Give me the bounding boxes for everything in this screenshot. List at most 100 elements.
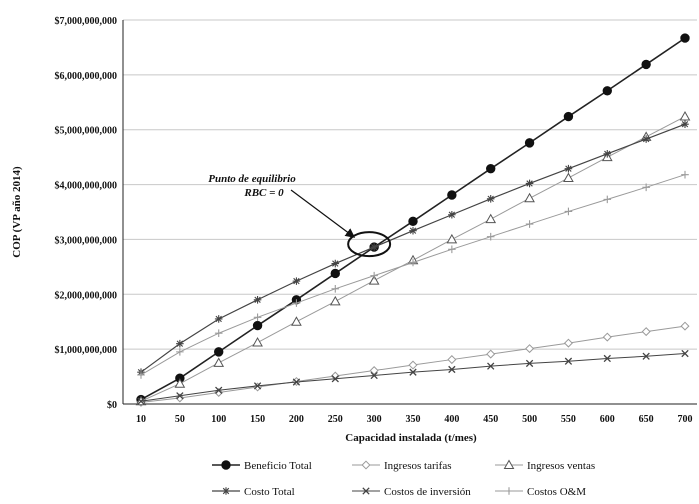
legend-item: Ingresos tarifas	[352, 460, 452, 472]
data-point	[448, 365, 456, 374]
data-point	[642, 352, 650, 360]
data-point	[602, 332, 612, 342]
x-axis-title: Capacidad instalada (t/mes)	[345, 432, 477, 444]
data-point	[448, 210, 456, 219]
data-point	[214, 315, 223, 323]
data-point	[253, 313, 262, 322]
data-point	[176, 339, 184, 348]
series-beneficio-total	[136, 33, 690, 405]
data-point	[642, 183, 650, 192]
annotation-line2: RBC = 0	[243, 187, 284, 199]
data-point	[292, 277, 301, 285]
y-tick-label: $3,000,000,000	[55, 235, 118, 246]
data-point	[409, 368, 417, 376]
data-point	[214, 347, 224, 357]
legend-marker	[222, 487, 230, 495]
legend-marker	[362, 487, 370, 495]
x-tick-label: 350	[406, 414, 421, 425]
data-point	[176, 348, 184, 356]
data-point	[563, 172, 574, 182]
series-costos-de-inversion	[137, 349, 689, 405]
data-point	[447, 355, 457, 365]
data-point	[137, 371, 145, 379]
data-point	[681, 170, 689, 179]
data-point	[446, 233, 458, 244]
data-point	[291, 316, 302, 326]
data-point	[563, 111, 574, 122]
data-point	[680, 321, 690, 331]
x-tick-label: 300	[367, 414, 382, 425]
data-point	[641, 59, 651, 70]
data-point	[214, 387, 224, 397]
data-point	[679, 111, 691, 121]
data-point	[524, 192, 535, 203]
data-point	[603, 150, 612, 158]
data-point	[215, 386, 223, 394]
data-point	[408, 360, 418, 370]
x-tick-label: 700	[678, 414, 693, 425]
legend-marker	[361, 460, 371, 470]
legend-label: Costo Total	[244, 486, 295, 498]
x-tick-label: 500	[522, 414, 537, 425]
legend-item: Costos de inversión	[352, 486, 471, 498]
data-point	[681, 120, 689, 129]
annotation-line1: Punto de equilibrio	[208, 173, 296, 185]
data-point	[602, 86, 612, 96]
data-point	[409, 226, 417, 235]
legend-label: Beneficio Total	[244, 460, 312, 472]
legend-marker	[503, 459, 515, 469]
data-point	[252, 320, 263, 331]
data-point	[485, 213, 497, 224]
data-point	[486, 349, 496, 359]
data-point	[253, 382, 262, 390]
data-point	[292, 378, 301, 386]
legend-marker	[505, 487, 513, 495]
data-point	[370, 371, 378, 380]
data-point	[292, 299, 301, 307]
data-point	[525, 220, 534, 228]
data-point	[369, 366, 379, 376]
data-point	[525, 179, 534, 188]
y-tick-label: $2,000,000,000	[55, 290, 118, 301]
data-point	[641, 327, 651, 337]
y-tick-label: $0	[107, 400, 117, 411]
data-point	[563, 338, 573, 348]
data-point	[642, 135, 650, 143]
data-point	[329, 295, 341, 306]
data-point	[370, 271, 378, 280]
legend-label: Costos O&M	[527, 486, 586, 498]
data-point	[174, 378, 186, 388]
x-tick-label: 450	[483, 414, 498, 425]
data-point	[330, 268, 340, 279]
data-point	[331, 285, 340, 293]
data-point	[525, 344, 535, 354]
x-tick-label: 650	[639, 414, 654, 425]
y-tick-label: $5,000,000,000	[55, 126, 118, 137]
data-point	[213, 357, 225, 367]
axes: $0 $1,000,000,000 $2,000,000,000 $3,000,000…	[55, 16, 697, 425]
x-tick-label: 200	[289, 414, 304, 425]
legend-label: Ingresos tarifas	[384, 460, 452, 472]
data-point	[603, 195, 612, 204]
data-point	[447, 190, 457, 200]
legend-item: Costo Total	[212, 486, 295, 498]
data-point	[486, 195, 495, 203]
data-point	[370, 243, 378, 251]
series-line	[140, 123, 686, 373]
data-point	[525, 359, 534, 368]
y-tick-label: $1,000,000,000	[55, 345, 118, 356]
data-point	[252, 337, 263, 347]
annotation: Punto de equilibrio RBC = 0	[208, 173, 392, 258]
data-point	[214, 329, 223, 338]
data-point	[680, 33, 690, 43]
data-point	[137, 397, 145, 405]
series-layer	[135, 33, 691, 407]
data-point	[368, 275, 380, 285]
y-axis-title: COP (VP año 2014)	[11, 166, 23, 258]
data-point	[564, 164, 573, 173]
legend-marker	[221, 460, 231, 470]
series-line	[140, 174, 686, 376]
equilibrium-ellipse	[347, 231, 392, 258]
data-point	[564, 207, 573, 216]
